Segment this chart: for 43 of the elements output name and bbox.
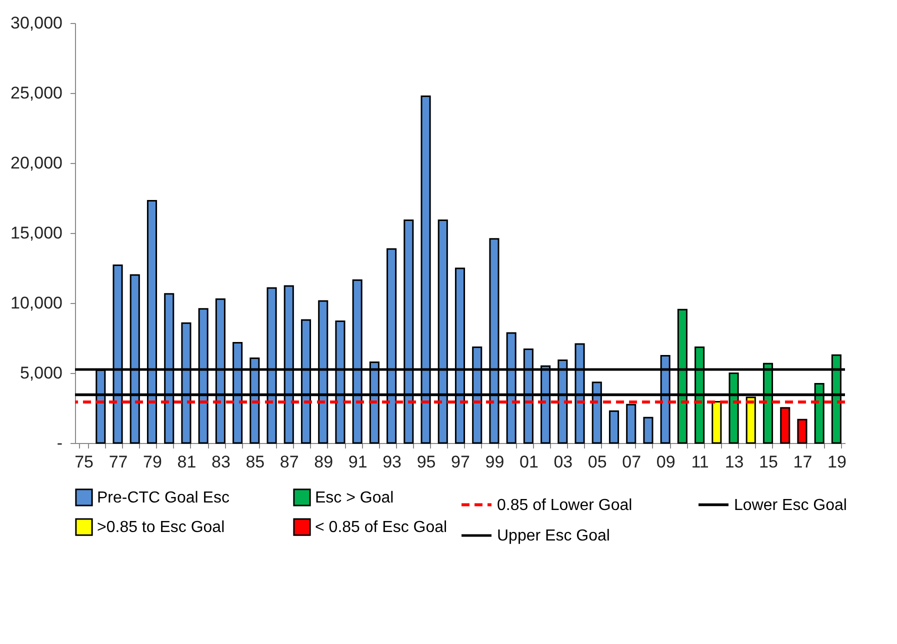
bar: [780, 407, 790, 444]
x-tick-label: 97: [451, 452, 470, 472]
x-tick-label: 01: [519, 452, 538, 472]
x-tick-label: 75: [74, 452, 94, 472]
legend-label: Pre-CTC Goal Esc: [97, 489, 230, 506]
legend-label: < 0.85 of Esc Goal: [315, 519, 448, 536]
x-tick-label: 89: [314, 452, 334, 472]
x-tick-label: 87: [280, 452, 299, 472]
x-tick-label: 19: [827, 452, 846, 472]
bar: [797, 418, 808, 444]
legend-label: Lower Esc Goal: [734, 496, 847, 514]
bar: [712, 400, 722, 444]
bar: [626, 404, 636, 444]
x-tick-label: 79: [143, 452, 162, 472]
x-tick-label: 03: [554, 452, 573, 472]
x-tick-label: 99: [485, 452, 504, 472]
legend-label: 0.85 of Lower Goal: [497, 496, 632, 514]
x-tick-label: 93: [382, 452, 402, 472]
x-tick-label: 91: [348, 452, 368, 472]
y-tick-label: -: [56, 434, 62, 452]
x-tick-label: 95: [416, 452, 436, 472]
y-tick-label: 5,000: [20, 364, 62, 382]
x-tick-label: 05: [588, 452, 607, 472]
bar: [643, 416, 654, 444]
y-tick-label: 25,000: [10, 84, 62, 102]
y-tick-label: 15,000: [10, 224, 62, 242]
x-tick-label: 15: [759, 452, 778, 472]
x-tick-label: 11: [691, 452, 709, 472]
legend-label: Esc > Goal: [315, 489, 394, 506]
x-tick-label: 09: [656, 452, 676, 472]
y-tick-label: 20,000: [10, 154, 62, 172]
x-tick-label: 83: [211, 452, 230, 472]
legend-label: Upper Esc Goal: [497, 528, 610, 544]
y-tick-label: 30,000: [10, 14, 62, 32]
x-tick-label: 17: [793, 452, 812, 472]
x-tick-label: 13: [724, 452, 744, 472]
x-tick-label: 77: [108, 452, 128, 472]
x-tick-label: 07: [622, 452, 642, 472]
x-tick-label: 85: [246, 452, 265, 472]
bar: [608, 410, 620, 444]
y-tick-label: 10,000: [10, 294, 62, 312]
x-tick-label: 81: [177, 452, 196, 472]
legend-label: >0.85 to Esc Goal: [97, 519, 225, 536]
